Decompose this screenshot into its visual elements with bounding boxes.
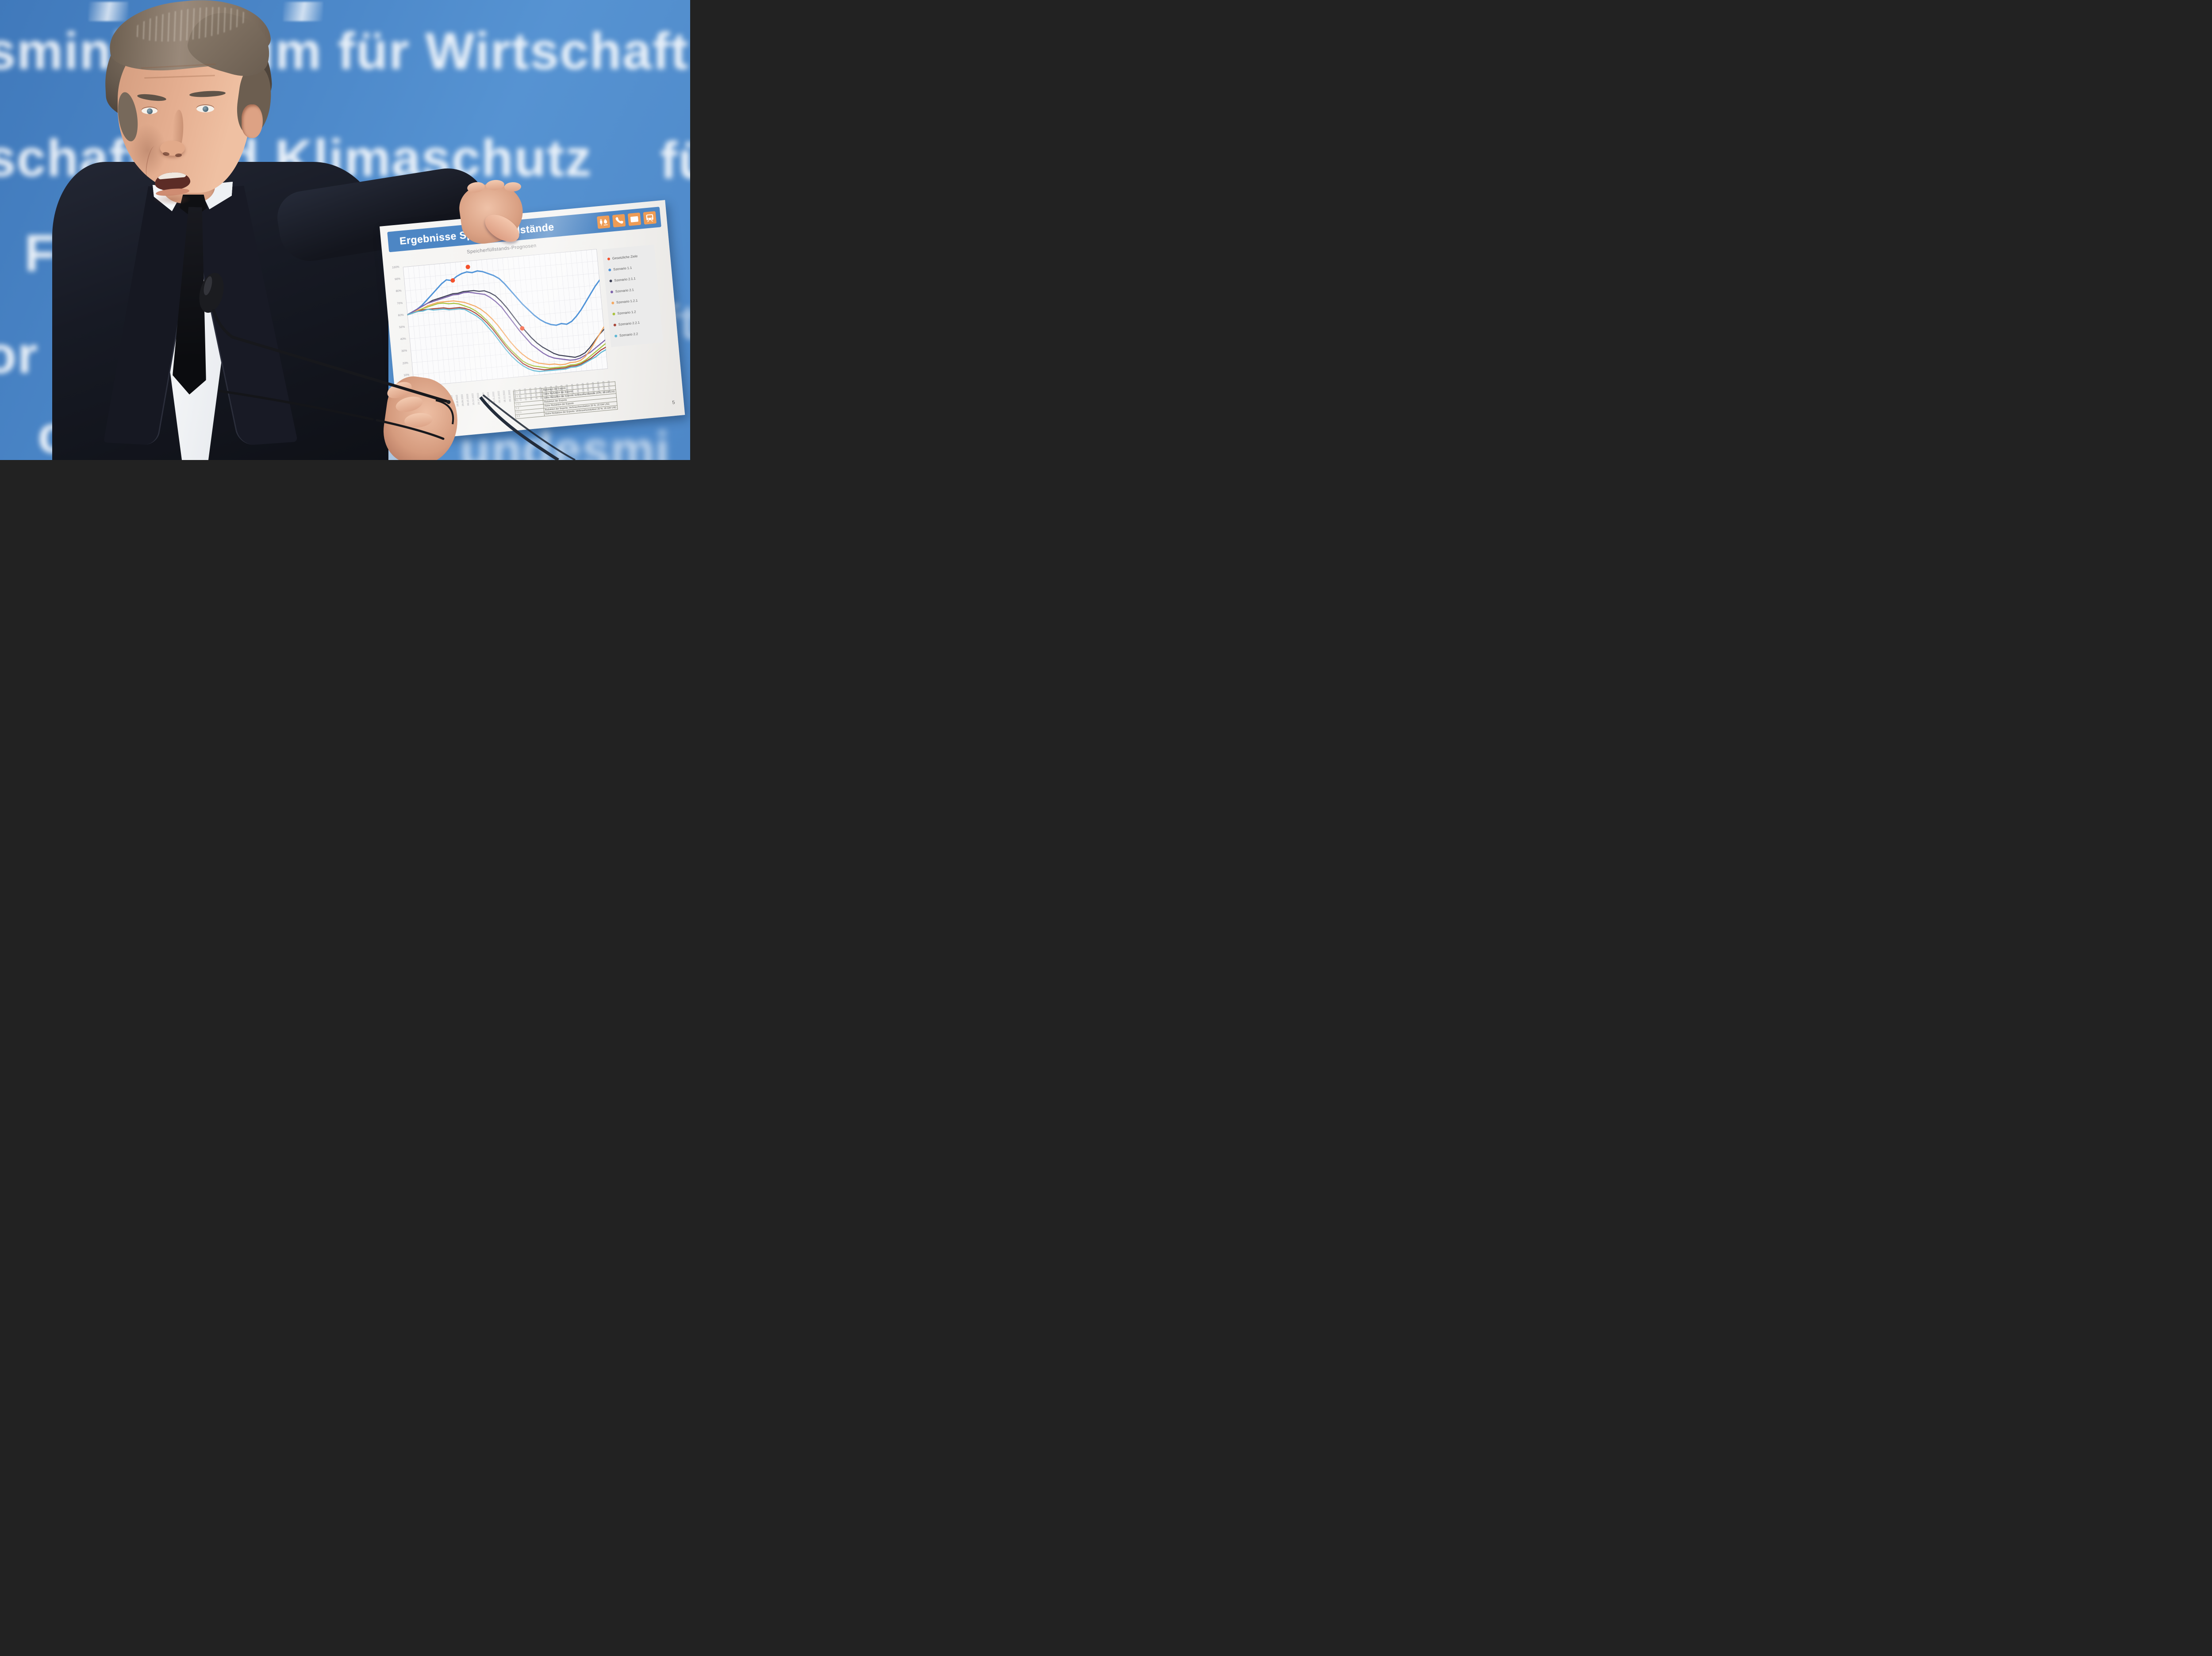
lectern-reflection: [88, 2, 128, 21]
x-tick-label: 29.09.2022: [461, 394, 465, 406]
x-tick-label: 29.10.2022: [476, 392, 480, 405]
legend-label: Gesetzliche Ziele: [612, 254, 638, 261]
iris: [203, 106, 208, 112]
train-icon: [643, 211, 657, 225]
y-tick-label: 70%: [396, 301, 403, 305]
ear: [242, 104, 263, 138]
x-tick-label: 19.10.2022: [471, 393, 476, 406]
x-tick-label: 19.09.2022: [456, 395, 460, 407]
legend-dot-icon: [613, 323, 617, 326]
y-tick-label: 100%: [392, 265, 399, 269]
x-tick-label: 09.10.2022: [466, 394, 470, 406]
y-tick-label: 80%: [396, 289, 402, 293]
chart-legend: Gesetzliche Ziele Szenario 1.1 Szenario 2.…: [602, 244, 663, 347]
chart-plot-area: [403, 249, 608, 387]
y-tick-label: 50%: [399, 325, 405, 329]
legend-dot-icon: [612, 312, 615, 315]
backdrop-text-row4: or: [0, 326, 38, 384]
x-tick-label: 28.12.2022: [508, 390, 512, 402]
press-conference-photo: sministerium für Wirtschaft schaft und K…: [0, 0, 690, 460]
eye: [142, 107, 157, 114]
legend-label: Szenario 2.1: [615, 288, 634, 294]
legend-dot-icon: [614, 334, 618, 337]
legend-label: Szenario 2.2.1: [618, 320, 640, 327]
legend-label: Szenario 1.2.1: [616, 298, 638, 305]
legend-dot-icon: [608, 268, 611, 272]
y-tick-label: 60%: [398, 313, 404, 317]
legend-dot-icon: [610, 290, 614, 293]
envelope-icon: [627, 212, 641, 226]
y-tick-label: 20%: [402, 361, 409, 365]
chin-shadow: [153, 194, 191, 205]
ministry-icon-strip: [597, 211, 657, 229]
iris: [147, 108, 153, 114]
legend-label: Szenario 1.1: [613, 265, 632, 272]
y-tick-label: 30%: [401, 349, 407, 353]
poster-title-banner: Ergebnisse Speicherfüllstände: [387, 207, 661, 253]
legend-label: Szenario 1.2: [617, 310, 636, 316]
backdrop-text-right1: für: [660, 131, 690, 190]
page-number: 5: [672, 400, 676, 406]
legend-dot-icon: [609, 279, 612, 283]
y-tick-label: 40%: [400, 337, 407, 341]
legend-dot-icon: [607, 257, 611, 261]
y-tick-label: 90%: [394, 277, 401, 281]
legend-dot-icon: [611, 301, 614, 304]
plug-flame-icon: [597, 215, 611, 229]
legend-label: Szenario 2.2: [619, 332, 638, 337]
eye: [196, 105, 214, 112]
legend-label: Szenario 2.1.1: [614, 276, 636, 283]
phone-icon: [612, 214, 626, 228]
lectern-reflection: [283, 2, 323, 21]
